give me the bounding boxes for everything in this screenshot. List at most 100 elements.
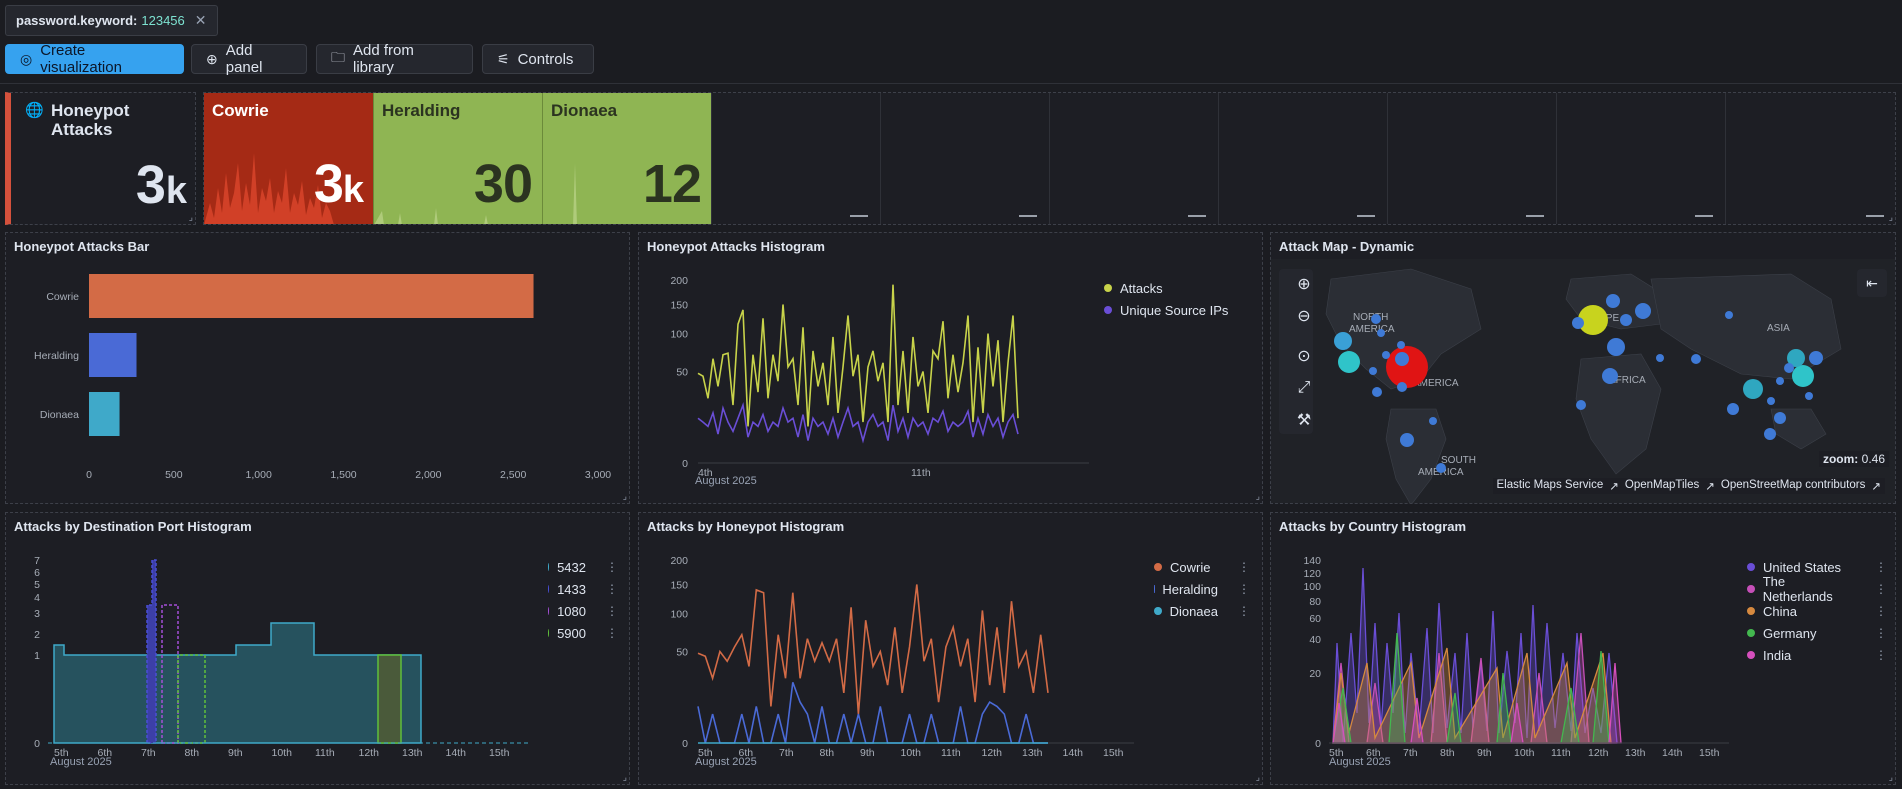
x-tick-label: 3,000 [585,469,611,481]
series-area-1433 [146,559,157,744]
legend-item[interactable]: The Netherlands ⋮ [1747,574,1887,604]
legend-label: Attacks [1120,280,1163,296]
add-panel-button[interactable]: ⊕ Add panel [191,42,307,76]
legend-item[interactable]: Unique Source IPs [1104,299,1228,321]
x-tick-label: 8th [820,747,835,759]
zoom-out-icon[interactable]: ⊖ [1297,308,1311,325]
legend-color-dot [1154,607,1162,615]
legend-options-icon[interactable]: ⋮ [1875,560,1887,574]
legend-item[interactable]: Germany ⋮ [1747,622,1887,644]
filter-pill[interactable]: password.keyword: 123456 ✕ [5,5,218,36]
legend-options-icon[interactable]: ⋮ [606,560,618,574]
legend-item[interactable]: 1433 ⋮ [548,578,618,600]
tools-icon[interactable]: ⚒ [1296,412,1312,429]
legend-options-icon[interactable]: ⋮ [1875,582,1887,596]
legend-options-icon[interactable]: ⋮ [606,604,618,618]
x-tick-label: 14th [1662,747,1683,759]
create-visualization-label: Create visualization [40,42,122,76]
x-tick-label: 9th [860,747,875,759]
panel-title: Attacks by Honeypot Histogram [647,519,845,534]
metric-tile-dionaea[interactable]: Dionaea 12 [542,93,711,224]
honeypot-label-line2: Attacks [51,120,113,139]
histogram-legend: Attacks Unique Source IPs [1104,277,1228,321]
legend-options-icon[interactable]: ⋮ [1875,648,1887,662]
metric-tile-empty [880,93,1049,224]
attribution-link[interactable]: Elastic Maps Service [1496,479,1604,491]
filter-bar: password.keyword: 123456 ✕ [0,0,1902,40]
fit-to-data-icon[interactable]: ⊙ [1297,348,1311,365]
legend-item[interactable]: United States ⋮ [1747,556,1887,578]
bar-category-label: Dionaea [40,409,79,421]
metric-tile-empty [711,93,880,224]
y-tick-label: 100 [670,609,688,621]
y-tick-label: 150 [670,580,688,592]
resize-handle-icon[interactable]: ⌟ [622,772,627,782]
legend-options-icon[interactable]: ⋮ [1238,604,1250,618]
add-from-library-button[interactable]: 🗀 Add from library [316,42,473,76]
series-line-heralding [697,682,1048,744]
bar-dionaea [89,392,120,436]
fullscreen-icon[interactable]: ⤢ [1297,379,1311,396]
plus-circle-icon: ⊕ [206,50,218,67]
x-tick-label: 9th [1477,747,1492,759]
legend-color-dot [548,585,550,593]
legend-options-icon[interactable]: ⋮ [1875,626,1887,640]
legend-item[interactable]: 5900 ⋮ [548,622,618,644]
legend-toggle-icon[interactable]: ⇤ [1857,269,1887,297]
cowrie-value: 3k [314,153,364,215]
y-tick-label: 100 [1303,581,1321,593]
empty-value-dash [1019,215,1037,217]
legend-options-icon[interactable]: ⋮ [606,626,618,640]
legend-item[interactable]: India ⋮ [1747,644,1887,666]
metric-tile-cowrie[interactable]: Cowrie 3k [204,93,373,224]
legend-options-icon[interactable]: ⋮ [1238,560,1250,574]
x-tick-label: 1,500 [330,469,356,481]
x-tick-label: 1,000 [246,469,272,481]
x-tick-label: 10th [901,747,922,759]
x-tick-label: 5th [698,747,713,759]
y-tick-label: 200 [670,275,688,287]
resize-handle-icon[interactable]: ⌟ [1255,772,1260,782]
metric-tile-heralding[interactable]: Heralding 30 [373,93,542,224]
y-tick-label: 7 [34,555,40,567]
legend-item[interactable]: Cowrie ⋮ [1154,556,1250,578]
legend-options-icon[interactable]: ⋮ [1875,604,1887,618]
y-tick-label: 0 [34,738,40,750]
zoom-in-icon[interactable]: ⊕ [1297,276,1311,293]
close-icon[interactable]: ✕ [194,12,207,28]
legend-item[interactable]: Heralding ⋮ [1154,578,1250,600]
attribution-link[interactable]: OpenStreetMap contributors [1720,479,1866,491]
honeypot-histogram-legend: Cowrie ⋮ Heralding ⋮ Dionaea ⋮ [1154,556,1250,622]
legend-color-dot [1747,651,1755,659]
legend-label: 1433 [557,581,586,597]
legend-item[interactable]: 1080 ⋮ [548,600,618,622]
y-tick-label: 0 [682,458,688,470]
legend-item[interactable]: Attacks [1104,277,1228,299]
heralding-label: Heralding [382,101,461,120]
attack-points[interactable] [1334,294,1823,473]
attribution-link[interactable]: OpenMapTiles [1624,479,1700,491]
panel-title: Honeypot Attacks Bar [14,239,150,254]
controls-button[interactable]: ⚟ Controls [482,44,594,74]
legend-options-icon[interactable]: ⋮ [606,582,618,596]
legend-item[interactable]: Dionaea ⋮ [1154,600,1250,622]
series-line-unique-source-ips [697,402,1019,444]
resize-handle-icon[interactable]: ⌟ [622,491,627,501]
add-panel-label: Add panel [225,42,263,76]
heralding-value-number: 30 [473,154,533,214]
map-label-north: NORTH [1353,312,1388,323]
honeypot-attacks-metric-panel: 🌐 Honeypot Attacks 3k ⌟ [5,92,196,225]
resize-handle-icon[interactable]: ⌟ [1888,772,1893,782]
legend-item[interactable]: 5432 ⋮ [548,556,618,578]
legend-label: 5432 [557,559,586,575]
resize-handle-icon[interactable]: ⌟ [1255,491,1260,501]
add-from-library-label: Add from library [353,42,414,76]
world-map[interactable]: NORTH AMERICA AMERICA SOUTH AMERICA AFRI… [1271,259,1896,504]
resize-handle-icon[interactable]: ⌟ [1888,212,1893,222]
legend-item[interactable]: China ⋮ [1747,600,1887,622]
map-label-south: SOUTH [1441,455,1476,466]
create-visualization-button[interactable]: ◎ Create visualization [5,42,184,76]
legend-options-icon[interactable]: ⋮ [1238,582,1250,596]
legend-color-dot [1747,563,1755,571]
resize-handle-icon[interactable]: ⌟ [188,212,193,222]
